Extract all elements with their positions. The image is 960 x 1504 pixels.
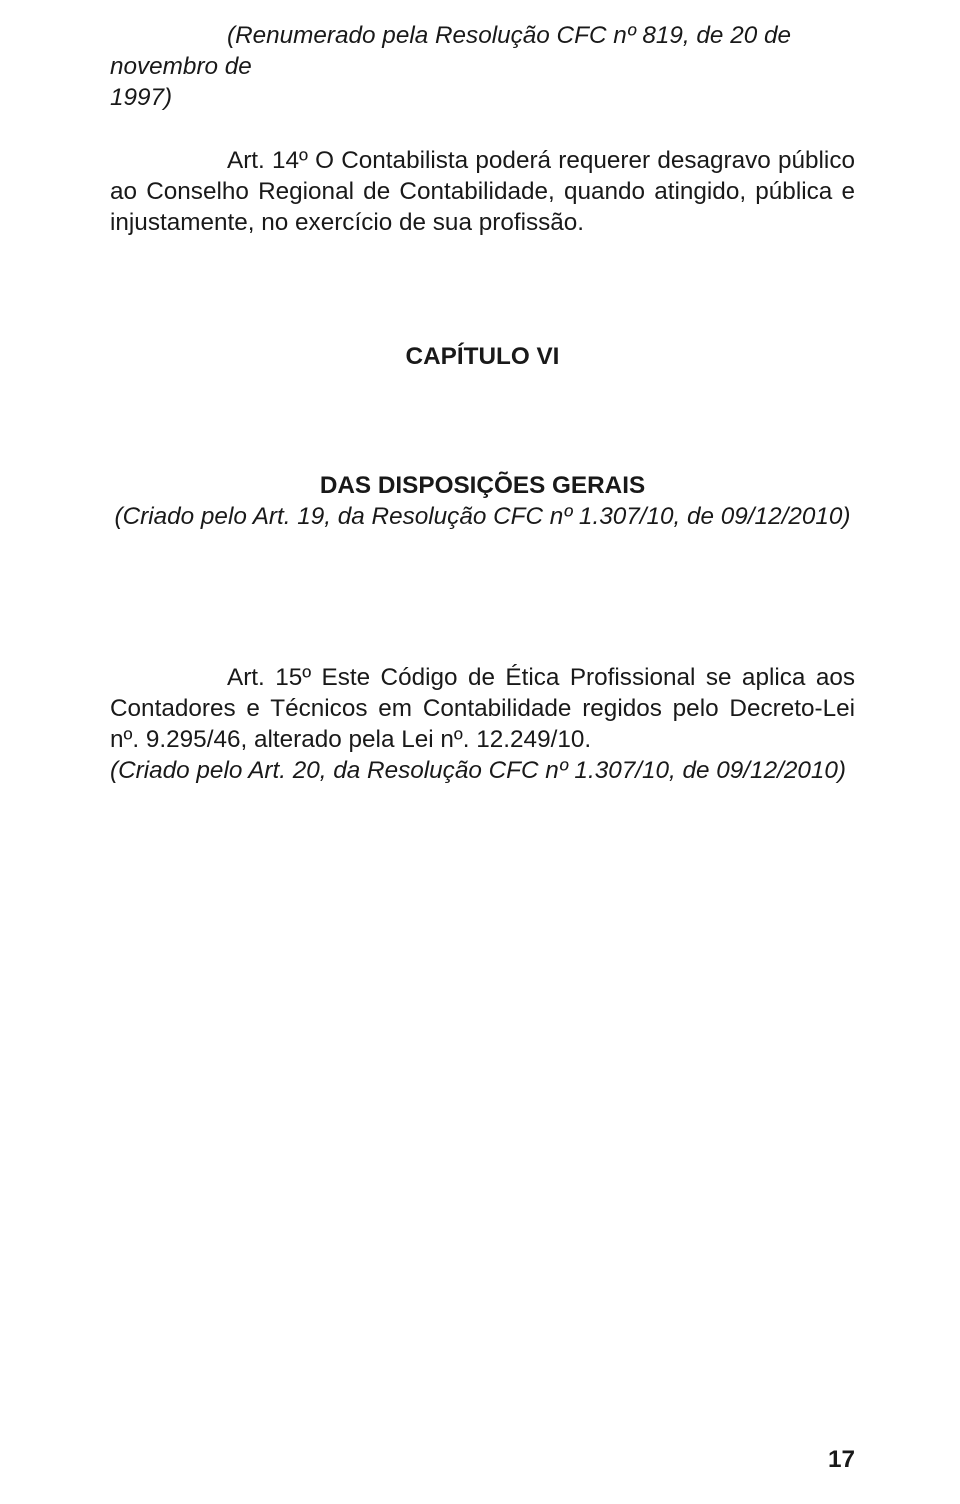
section-title: DAS DISPOSIÇÕES GERAIS (110, 470, 855, 501)
article-14: Art. 14º O Contabilista poderá requerer … (110, 145, 855, 238)
page-number: 17 (828, 1446, 855, 1474)
article-15-created-note: (Criado pelo Art. 20, da Resolução CFC n… (110, 755, 855, 786)
chapter-title: CAPÍTULO VI (110, 341, 855, 372)
section-created-note: (Criado pelo Art. 19, da Resolução CFC n… (110, 501, 855, 532)
article-15: Art. 15º Este Código de Ética Profission… (110, 662, 855, 755)
renumbered-note-line1: (Renumerado pela Resolução CFC nº 819, d… (110, 20, 855, 82)
renumbered-note-year: 1997) (110, 82, 855, 113)
document-page: (Renumerado pela Resolução CFC nº 819, d… (0, 0, 960, 1504)
